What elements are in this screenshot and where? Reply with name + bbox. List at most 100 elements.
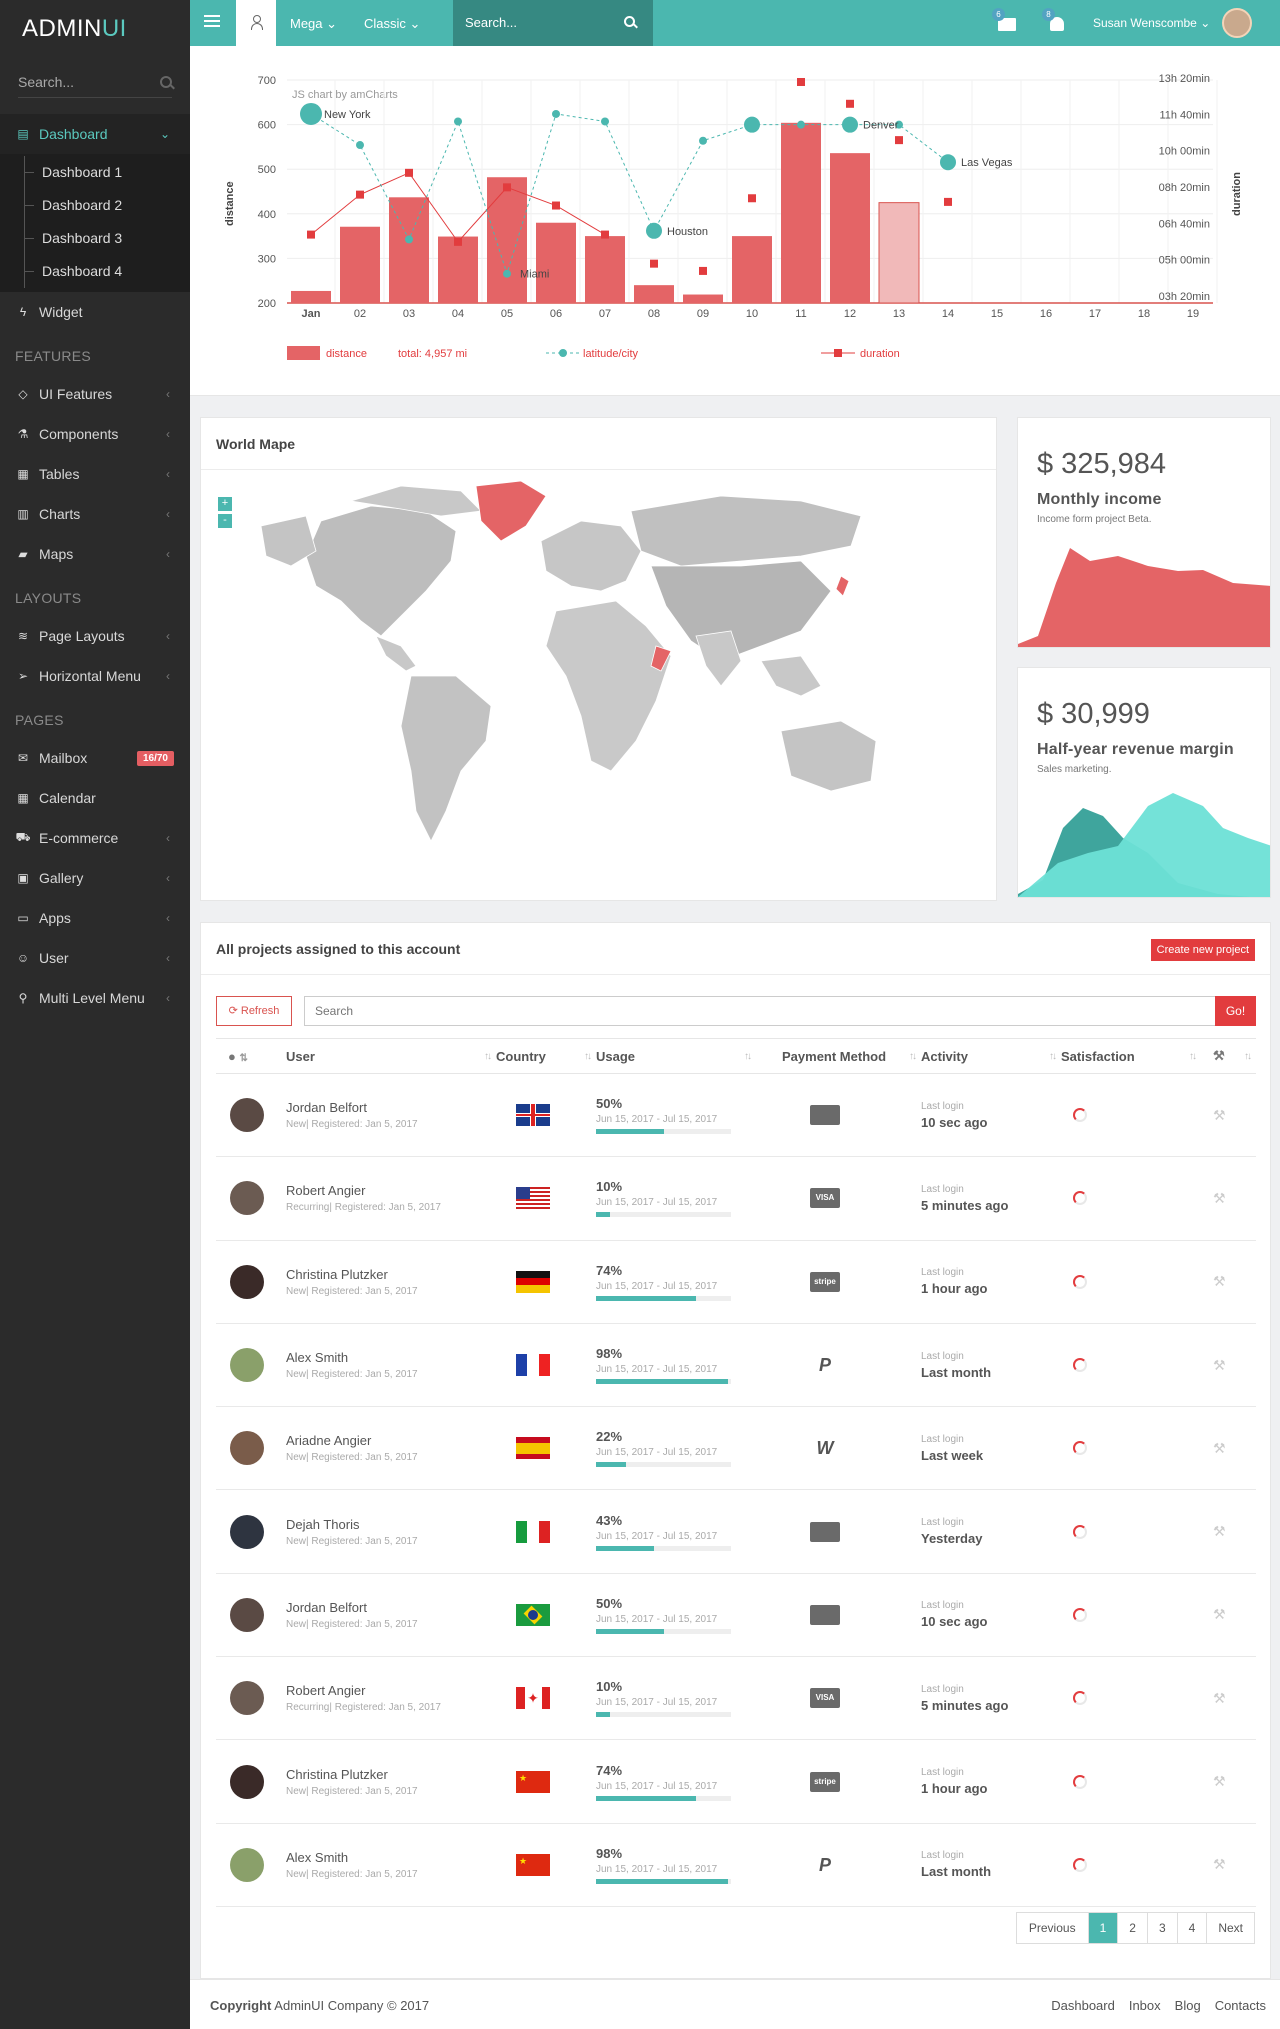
profile-tab[interactable]: [236, 0, 276, 46]
hamburger-icon[interactable]: [204, 15, 220, 27]
table-icon: ▦: [17, 467, 29, 481]
create-project-button[interactable]: Create new project: [1150, 939, 1255, 961]
user-name[interactable]: Alex Smith: [286, 1350, 349, 1366]
sidebar-item-e-commerce[interactable]: ⛟ E-commerce ‹: [0, 818, 190, 858]
classic-menu[interactable]: Classic ⌄: [364, 16, 421, 31]
go-button[interactable]: Go!: [1215, 996, 1256, 1026]
sidebar-item-mailbox[interactable]: ✉ Mailbox 16/70: [0, 738, 190, 778]
column-activity[interactable]: Activity ↑↓: [921, 1038, 1061, 1074]
user-name[interactable]: Jordan Belfort: [286, 1100, 367, 1116]
sidebar-item-label: Mailbox: [39, 750, 88, 766]
column-country[interactable]: Country ↑↓: [496, 1038, 596, 1074]
footer-link-blog[interactable]: Blog: [1174, 1998, 1201, 2013]
wrench-icon[interactable]: ⚒: [1213, 1773, 1226, 1790]
activity-value: Last month: [921, 1864, 992, 1880]
sidebar-subitem-dashboard-4[interactable]: Dashboard 4: [0, 255, 190, 288]
sidebar-search[interactable]: Search...: [18, 66, 172, 98]
city-label: Houston: [667, 226, 708, 238]
page-4[interactable]: 4: [1176, 1913, 1207, 1943]
world-map[interactable]: [201, 471, 998, 901]
column-payment[interactable]: Payment Method ↑↓: [756, 1038, 921, 1074]
column-usage[interactable]: Usage ↑↓: [596, 1038, 756, 1074]
column-satisfaction[interactable]: Satisfaction ↑↓: [1061, 1038, 1201, 1074]
flag-icon: ★: [516, 1853, 550, 1876]
wrench-icon[interactable]: ⚒: [1213, 1273, 1226, 1290]
user-name[interactable]: Christina Plutzker: [286, 1266, 388, 1282]
avatar[interactable]: [1222, 8, 1252, 38]
wrench-icon[interactable]: ⚒: [1213, 1856, 1226, 1873]
wrench-icon[interactable]: ⚒: [1213, 1689, 1226, 1706]
user-name[interactable]: Robert Angier: [286, 1683, 366, 1699]
sidebar-item-gallery[interactable]: ▣ Gallery ‹: [0, 858, 190, 898]
column-actions[interactable]: ⚒ ↑↓: [1201, 1038, 1256, 1074]
sidebar-item-widget[interactable]: ϟ Widget: [0, 292, 190, 332]
page-next[interactable]: Next: [1206, 1913, 1254, 1943]
user-name[interactable]: Dejah Thoris: [286, 1516, 360, 1532]
sidebar-subitem-dashboard-3[interactable]: Dashboard 3: [0, 222, 190, 255]
sitemap-icon: ⚲: [18, 991, 28, 1005]
sidebar-search-input[interactable]: Search...: [18, 73, 75, 90]
wrench-icon[interactable]: ⚒: [1213, 1356, 1226, 1373]
page-2[interactable]: 2: [1117, 1913, 1147, 1943]
sidebar-subitem-dashboard-1[interactable]: Dashboard 1: [0, 156, 190, 189]
sidebar-item-label: Horizontal Menu: [39, 668, 141, 684]
column-user[interactable]: User ↑↓: [286, 1038, 496, 1074]
calendar-icon: ▦: [17, 791, 29, 805]
wrench-icon[interactable]: ⚒: [1213, 1189, 1226, 1206]
mail-button[interactable]: 6: [992, 8, 1016, 31]
sidebar-item-components[interactable]: ⚗ Components ‹: [0, 414, 190, 454]
wrench-icon[interactable]: ⚒: [1213, 1439, 1226, 1456]
refresh-button[interactable]: ⟳ Refresh: [216, 996, 292, 1026]
diamond-icon: ◇: [18, 387, 28, 401]
income-subtitle: Income form project Beta.: [1037, 514, 1152, 525]
wrench-icon[interactable]: ⚒: [1213, 1106, 1226, 1123]
sidebar-item-ui-features[interactable]: ◇ UI Features ‹: [0, 374, 190, 414]
map-region-southeast-asia: [760, 655, 822, 697]
table-row: Jordan Belfort New| Registered: Jan 5, 20…: [216, 1073, 1256, 1158]
legend-distance: distance: [326, 348, 367, 360]
zoom-in-button[interactable]: +: [218, 497, 232, 511]
user-name[interactable]: Christina Plutzker: [286, 1766, 388, 1782]
sidebar-item-page-layouts[interactable]: ≋ Page Layouts ‹: [0, 616, 190, 656]
top-search-input[interactable]: Search...: [465, 15, 518, 30]
zoom-out-button[interactable]: -: [218, 514, 232, 528]
page-1[interactable]: 1: [1087, 1913, 1118, 1943]
y-tick-label: 600: [258, 120, 276, 132]
wrench-icon[interactable]: ⚒: [1213, 1606, 1226, 1623]
sidebar-item-dashboard[interactable]: ▤ Dashboard ⌄: [0, 114, 190, 154]
bar-02: [340, 226, 380, 303]
mega-menu[interactable]: Mega ⌄: [290, 16, 338, 31]
sidebar-item-charts[interactable]: ▥ Charts ‹: [0, 494, 190, 534]
topbar: Mega ⌄ Classic ⌄ Search... 6 8 Susan Wen…: [190, 0, 1280, 46]
wrench-icon[interactable]: ⚒: [1213, 1523, 1226, 1540]
page-previous[interactable]: Previous: [1028, 1921, 1076, 1935]
user-name[interactable]: Ariadne Angier: [286, 1433, 372, 1449]
sidebar-item-maps[interactable]: ▰ Maps ‹: [0, 534, 190, 574]
user-name[interactable]: Robert Angier: [286, 1183, 366, 1199]
footer-link-inbox[interactable]: Inbox: [1128, 1998, 1161, 2013]
sidebar-subitem-dashboard-2[interactable]: Dashboard 2: [0, 189, 190, 222]
column-select[interactable]: ● ⇅: [216, 1038, 286, 1074]
top-search[interactable]: Search...: [453, 0, 653, 46]
footer-link-dashboard[interactable]: Dashboard: [1051, 1998, 1115, 2013]
sidebar-item-multi-level-menu[interactable]: ⚲ Multi Level Menu ‹: [0, 978, 190, 1018]
city-point-09: [699, 136, 707, 145]
user-name[interactable]: Alex Smith: [286, 1849, 349, 1865]
sidebar-item-calendar[interactable]: ▦ Calendar: [0, 778, 190, 818]
user-menu[interactable]: Susan Wenscombe ⌄: [1093, 16, 1211, 30]
desktop-icon: ▭: [17, 911, 29, 925]
activity-value: 5 minutes ago: [921, 1197, 1009, 1213]
user-registered: New| Registered: Jan 5, 2017: [286, 1285, 418, 1297]
y2-tick-label: 13h 20min: [1159, 73, 1210, 85]
user-name[interactable]: Jordan Belfort: [286, 1599, 367, 1615]
project-search-input[interactable]: [304, 996, 1217, 1026]
sidebar-item-tables[interactable]: ▦ Tables ‹: [0, 454, 190, 494]
sidebar-item-horizontal-menu[interactable]: ➢ Horizontal Menu ‹: [0, 656, 190, 696]
footer-link-contacts[interactable]: Contacts: [1214, 1998, 1266, 2013]
page-3[interactable]: 3: [1146, 1913, 1177, 1943]
sidebar-item-apps[interactable]: ▭ Apps ‹: [0, 898, 190, 938]
sidebar-item-user[interactable]: ☺ User ‹: [0, 938, 190, 978]
revenue-card: $ 30,999 Half-year revenue margin Sales …: [1017, 667, 1271, 898]
logo[interactable]: ADMINUI: [22, 15, 127, 42]
notification-button[interactable]: 8: [1042, 8, 1066, 31]
